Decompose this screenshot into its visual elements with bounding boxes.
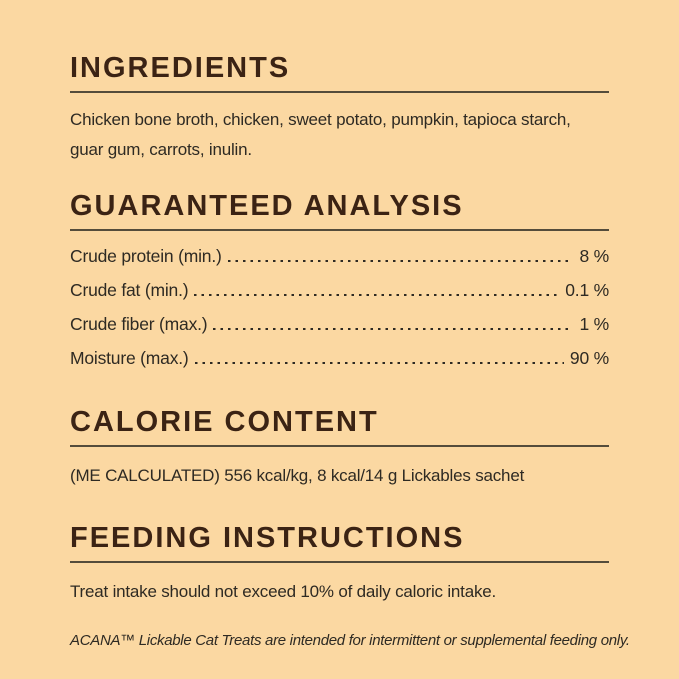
calorie-content-text: (ME CALCULATED) 556 kcal/kg, 8 kcal/14 g… xyxy=(70,466,525,485)
analysis-row-label: Crude fat (min.) xyxy=(70,280,189,300)
feeding-instructions-title: FEEDING INSTRUCTIONS xyxy=(70,522,465,554)
ingredients-title: INGREDIENTS xyxy=(70,52,291,84)
feeding-instructions-text: Treat intake should not exceed 10% of da… xyxy=(70,582,497,601)
dotted-leader xyxy=(213,327,574,330)
dotted-leader xyxy=(194,293,560,296)
dotted-leader xyxy=(194,361,564,364)
calorie-content-divider xyxy=(70,445,609,447)
ingredients-line-1: Chicken bone broth, chicken, sweet potat… xyxy=(70,110,571,129)
table-row: Crude fiber (max.) 1 % xyxy=(70,307,609,341)
analysis-row-label: Crude fiber (max.) xyxy=(70,314,208,334)
analysis-row-label: Crude protein (min.) xyxy=(70,246,222,266)
ingredients-line-2: guar gum, carrots, inulin. xyxy=(70,140,252,159)
dotted-leader xyxy=(227,259,574,262)
feeding-instructions-divider xyxy=(70,561,609,563)
ingredients-divider xyxy=(70,91,609,93)
analysis-row-value: 8 % xyxy=(579,246,609,266)
guaranteed-analysis-table: Crude protein (min.) 8 % Crude fat (min.… xyxy=(70,239,609,375)
footnote-text: ACANA™ Lickable Cat Treats are intended … xyxy=(70,632,630,649)
analysis-row-value: 0.1 % xyxy=(565,280,609,300)
analysis-row-value: 90 % xyxy=(569,348,609,368)
ingredients-text: Chicken bone broth, chicken, sweet potat… xyxy=(70,105,609,165)
table-row: Moisture (max.) 90 % xyxy=(70,341,609,375)
calorie-content-title: CALORIE CONTENT xyxy=(70,406,379,438)
analysis-row-value: 1 % xyxy=(579,314,609,334)
label-content: INGREDIENTS Chicken bone broth, chicken,… xyxy=(70,52,630,649)
table-row: Crude fat (min.) 0.1 % xyxy=(70,273,609,307)
table-row: Crude protein (min.) 8 % xyxy=(70,239,609,273)
analysis-row-label: Moisture (max.) xyxy=(70,348,189,368)
guaranteed-analysis-title: GUARANTEED ANALYSIS xyxy=(70,190,464,222)
guaranteed-analysis-divider xyxy=(70,229,609,231)
